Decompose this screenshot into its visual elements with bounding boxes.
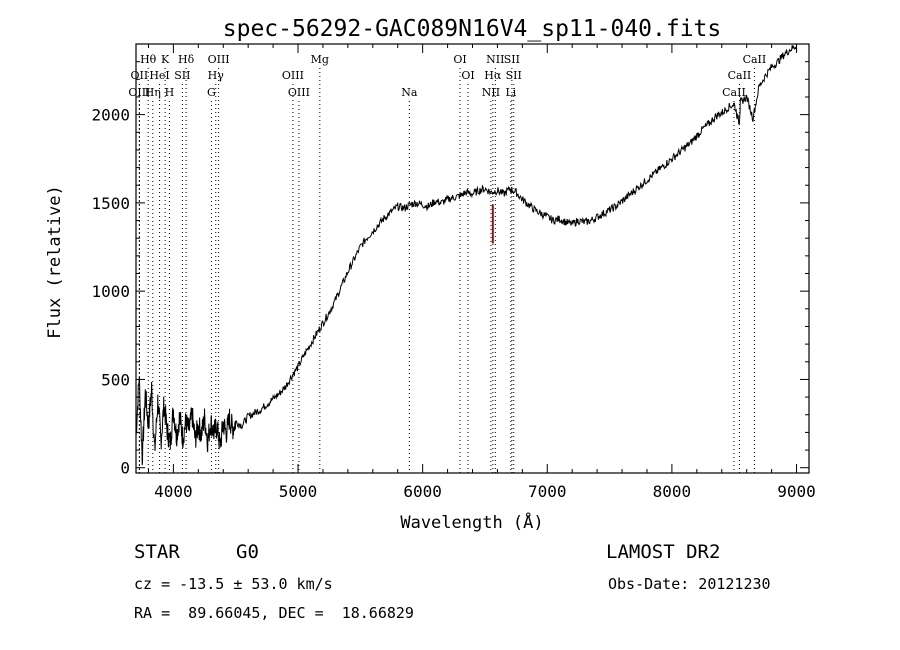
axis-ticks <box>136 44 809 473</box>
line-marker-label-14: OI <box>461 69 474 82</box>
line-marker-label-25: Li <box>505 86 516 99</box>
line-marker-label-3: OIII <box>208 53 230 66</box>
spectrum-series-line <box>135 45 797 466</box>
line-marker-label-17: CaII <box>728 69 752 82</box>
line-marker-label-21: G <box>207 86 216 99</box>
plot-frame <box>135 43 810 474</box>
x-tick-label-2: 6000 <box>403 482 442 501</box>
x-tick-label-0: 4000 <box>154 482 193 501</box>
spectral-subclass: G0 <box>236 541 259 563</box>
x-tick-label-5: 9000 <box>777 482 816 501</box>
x-tick-label-1: 5000 <box>279 482 318 501</box>
chart-title: spec-56292-GAC089N16V4_sp11-040.fits <box>223 16 722 42</box>
y-tick-label-2: 1000 <box>91 282 130 301</box>
obs-date-text: Obs-Date: 20121230 <box>608 575 771 593</box>
object-class: STAR <box>134 541 180 563</box>
x-tick-label-4: 8000 <box>653 482 692 501</box>
line-marker-label-12: Hγ <box>208 69 225 82</box>
line-marker-label-26: CaII <box>722 86 746 99</box>
line-marker-label-18: OIII <box>128 86 150 99</box>
line-marker-label-22: OIII <box>288 86 310 99</box>
redshift-text: cz = -13.5 ± 53.0 km/s <box>134 575 333 593</box>
survey-name: LAMOST DR2 <box>606 541 721 563</box>
line-marker-label-8: CaII <box>743 53 767 66</box>
x-axis-title: Wavelength (Å) <box>400 511 543 533</box>
line-marker-label-1: K <box>161 53 170 66</box>
line-marker-label-15: Hα <box>484 69 502 82</box>
line-marker-label-4: Mg <box>311 53 329 66</box>
y-axis-title: Flux (relative) <box>45 185 65 339</box>
line-marker-label-23: Na <box>401 86 418 99</box>
tick-labels: 4000 5000 6000 7000 8000 9000 0 500 1000 1500 2000 <box>91 106 815 501</box>
line-marker-label-9: OII <box>131 69 149 82</box>
coordinates-text: RA = 89.66045, DEC = 18.66829 <box>134 604 414 622</box>
line-marker-label-2: Hδ <box>178 53 195 66</box>
line-marker-label-13: OIII <box>282 69 304 82</box>
y-tick-label-4: 2000 <box>91 106 130 125</box>
line-marker-label-16: SII <box>506 69 522 82</box>
line-marker-label-0: Hθ <box>140 53 157 66</box>
y-tick-label-1: 500 <box>101 370 130 389</box>
line-marker-label-20: H <box>165 86 175 99</box>
line-marker-label-19: Hη <box>145 86 161 99</box>
x-tick-label-3: 7000 <box>528 482 567 501</box>
y-tick-label-3: 1500 <box>91 194 130 213</box>
line-marker-label-10: HeI <box>149 69 169 82</box>
line-marker-label-5: OI <box>453 53 466 66</box>
line-marker-label-6: NII <box>486 53 504 66</box>
line-marker-label-7: SII <box>504 53 520 66</box>
y-tick-label-0: 0 <box>120 459 130 478</box>
line-marker-label-24: NII <box>482 86 500 99</box>
line-marker-label-11: SII <box>174 69 190 82</box>
